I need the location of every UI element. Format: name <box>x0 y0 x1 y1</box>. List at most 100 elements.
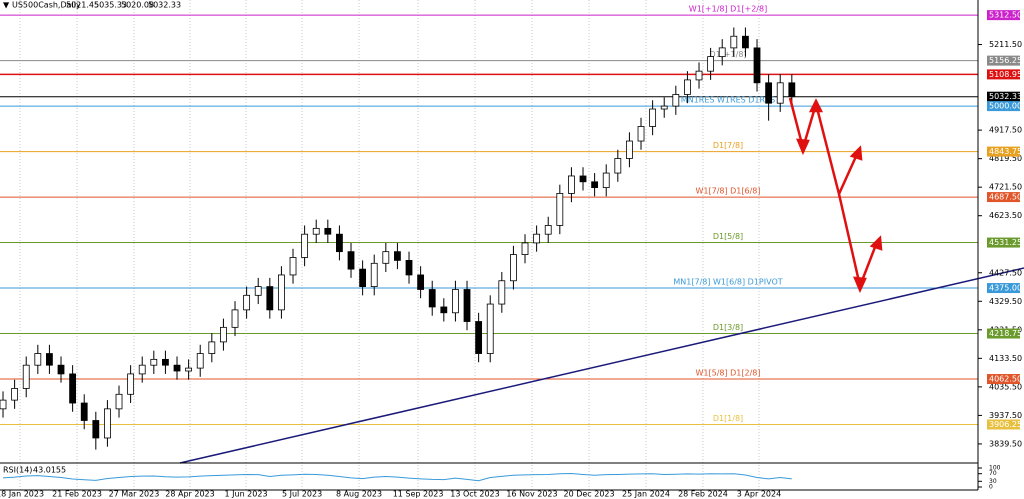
candle-body <box>34 353 42 366</box>
axes: 18 Jan 2023 21 Feb 2023 27 Mar 2023 28 Apr … <box>0 10 1022 499</box>
rsi-tick-label: 100 <box>989 465 1001 472</box>
price-label-box <box>987 328 1020 339</box>
x-tick-label: 1 Jun 2023 <box>225 490 268 499</box>
candle-body <box>626 140 633 159</box>
price-label: 4843.75 <box>989 147 1022 156</box>
price-label: 4062.50 <box>989 375 1022 384</box>
price-label-box <box>987 419 1020 430</box>
x-tick-label: 11 Sep 2023 <box>393 490 444 499</box>
arrow-head <box>796 138 810 156</box>
candle-body <box>289 257 297 276</box>
candle-body <box>301 233 309 258</box>
candle-body <box>614 158 622 174</box>
price-label-box <box>987 69 1020 80</box>
price-label: 4375.00 <box>989 284 1022 293</box>
candle-body <box>312 227 320 235</box>
menu-triangle: ▼ <box>3 1 10 10</box>
header-high: 5035.33 <box>94 1 127 10</box>
price-label: 5312.50 <box>989 11 1022 20</box>
candle-body <box>347 251 355 270</box>
rsi-name: RSI(14) <box>3 466 32 475</box>
candle-body <box>533 233 541 244</box>
candle-body <box>602 172 610 189</box>
y-tick-label: 4133.50 <box>989 354 1022 363</box>
candle-body <box>104 408 111 439</box>
candle-body <box>243 294 251 311</box>
price-label-box <box>987 101 1020 112</box>
candle-body <box>208 341 216 354</box>
candle-body <box>475 321 483 354</box>
price-label: 5000.00 <box>989 102 1022 111</box>
candle-body <box>660 105 668 110</box>
candle-body <box>440 306 448 314</box>
candle-body <box>521 242 529 255</box>
candle-body <box>162 358 169 366</box>
grid <box>19 0 760 490</box>
candle-body <box>695 70 703 81</box>
candle-body <box>220 326 227 343</box>
candle-body <box>173 364 181 372</box>
rsi-last: 43.0155 <box>33 466 66 475</box>
price-label-box <box>987 237 1020 248</box>
x-tick-label: 18 Jan 2023 <box>0 490 44 499</box>
price-label: 5156.25 <box>989 56 1022 65</box>
candle-body <box>579 175 587 183</box>
price-label: 4531.25 <box>989 238 1022 247</box>
candle-body <box>254 286 262 296</box>
candle-body <box>324 227 332 235</box>
candle-body <box>370 262 378 287</box>
candle-body <box>127 373 135 395</box>
y-tick-label: 4721.50 <box>989 183 1022 192</box>
x-tick-label: 5 Jul 2023 <box>282 490 322 499</box>
trend-line <box>179 267 1024 464</box>
x-tick-label: 21 Feb 2023 <box>52 490 102 499</box>
candle-body <box>22 364 30 389</box>
candle-body <box>138 364 146 375</box>
candle-body <box>730 35 738 49</box>
candle-body <box>742 35 749 49</box>
level-name: D1[5/8] <box>713 232 743 241</box>
candle-body <box>115 393 123 410</box>
price-label-box <box>987 146 1020 157</box>
price-label: 3906.25 <box>989 420 1022 429</box>
y-tick-label: 4035.50 <box>989 382 1022 391</box>
candle-body <box>92 420 100 439</box>
rsi-tick-label: 70 <box>989 470 997 477</box>
candle-body <box>359 268 367 287</box>
candle-body <box>776 82 784 104</box>
candle-body <box>80 402 88 421</box>
y-tick-label: 4917.50 <box>989 126 1022 135</box>
x-tick-label: 3 Apr 2024 <box>737 490 781 499</box>
level-name: W1[5/8] D1[2/8] <box>695 369 760 378</box>
candle-body <box>591 181 599 189</box>
candle-body <box>69 373 77 404</box>
projection-arrows <box>788 97 883 294</box>
price-label: 5108.95 <box>989 70 1022 79</box>
candle-body <box>231 309 239 328</box>
candle-body <box>753 47 761 84</box>
rsi-tick-label: 30 <box>989 478 997 485</box>
arrow-head <box>869 235 883 251</box>
candle-body <box>649 108 657 127</box>
x-tick-label: 13 Oct 2023 <box>450 490 499 499</box>
level-name: D1[+1/8] <box>709 50 746 59</box>
candle-body <box>394 251 401 261</box>
levels: W1[+1/8] D1[+2/8] D1[+1/8] MN1RES W1RES D1… <box>0 5 978 426</box>
header-open: 5021.45 <box>66 1 99 10</box>
price-label-box <box>987 374 1020 385</box>
level-name: MN1RES W1RES D1RES <box>681 96 775 105</box>
candle-body <box>278 274 285 311</box>
price-label: 5032.33 <box>989 92 1022 101</box>
candle-body <box>150 358 158 366</box>
candle-body <box>486 303 494 354</box>
price-label-box <box>987 10 1020 21</box>
price-label: 4218.75 <box>989 329 1022 338</box>
arrow-head <box>853 276 867 294</box>
x-tick-label: 16 Nov 2023 <box>506 490 557 499</box>
x-tick-label: 25 Jan 2024 <box>622 490 670 499</box>
candle-body <box>718 47 726 58</box>
x-tick-label: 27 Mar 2023 <box>109 490 160 499</box>
level-name: W1[+1/8] D1[+2/8] <box>689 5 767 14</box>
